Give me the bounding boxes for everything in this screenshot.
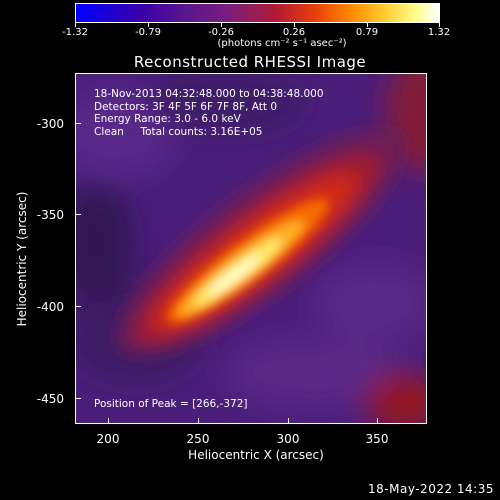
plot-title: Reconstructed RHESSI Image [133,53,367,71]
colorbar-tick-label: -1.32 [62,27,88,38]
colorbar-unit-label: (photons cm⁻² s⁻¹ asec⁻²) [217,38,347,49]
rhessi-image [75,73,427,424]
info-line-energy: Energy Range: 3.0 - 6.0 keV [94,113,241,125]
colorbar-tick [221,23,222,27]
colorbar-tick [367,23,368,27]
colorbar-tick-label: -0.26 [208,27,234,38]
y-tick-label: -350 [36,208,64,222]
x-tick [377,418,378,424]
y-tick [75,123,81,124]
colorbar-tick-label: 1.32 [427,27,451,38]
colorbar-tick-label: -0.79 [135,27,161,38]
y-tick [75,398,81,399]
colorbar-tick-label: 0.26 [282,27,306,38]
y-tick [75,214,81,215]
info-line-counts: Clean Total counts: 3.16E+05 [94,125,263,138]
info-line-detectors: Detectors: 3F 4F 5F 6F 7F 8F, Att 0 [94,100,278,113]
y-tick [75,306,81,307]
info-line-time: 18-Nov-2013 04:32:48.000 to 04:38:48.000 [94,88,324,100]
x-axis-label: Heliocentric X (arcsec) [188,448,324,462]
y-tick-label: -450 [36,392,64,406]
y-tick-label: -300 [36,117,64,131]
colorbar-tick-label: 0.79 [355,27,379,38]
x-tick-label: 250 [186,432,210,446]
y-tick-label: -400 [36,300,64,314]
x-tick-label: 300 [276,432,300,446]
x-tick-label: 200 [96,432,120,446]
x-tick [198,418,199,424]
colorbar-tick [439,23,440,27]
colorbar-tick [294,23,295,27]
y-axis-label: Heliocentric Y (arcsec) [15,191,29,327]
colorbar-tick [75,23,76,27]
colorbar-tick [148,23,149,27]
colorbar [75,3,440,23]
peak-position: Position of Peak = [266,-372] [94,398,248,410]
info-block: 18-Nov-2013 04:32:48.000 to 04:38:48.000… [94,88,324,138]
x-tick [108,418,109,424]
timestamp: 18-May-2022 14:35 [368,482,494,496]
x-tick [288,418,289,424]
x-tick-label: 350 [365,432,389,446]
